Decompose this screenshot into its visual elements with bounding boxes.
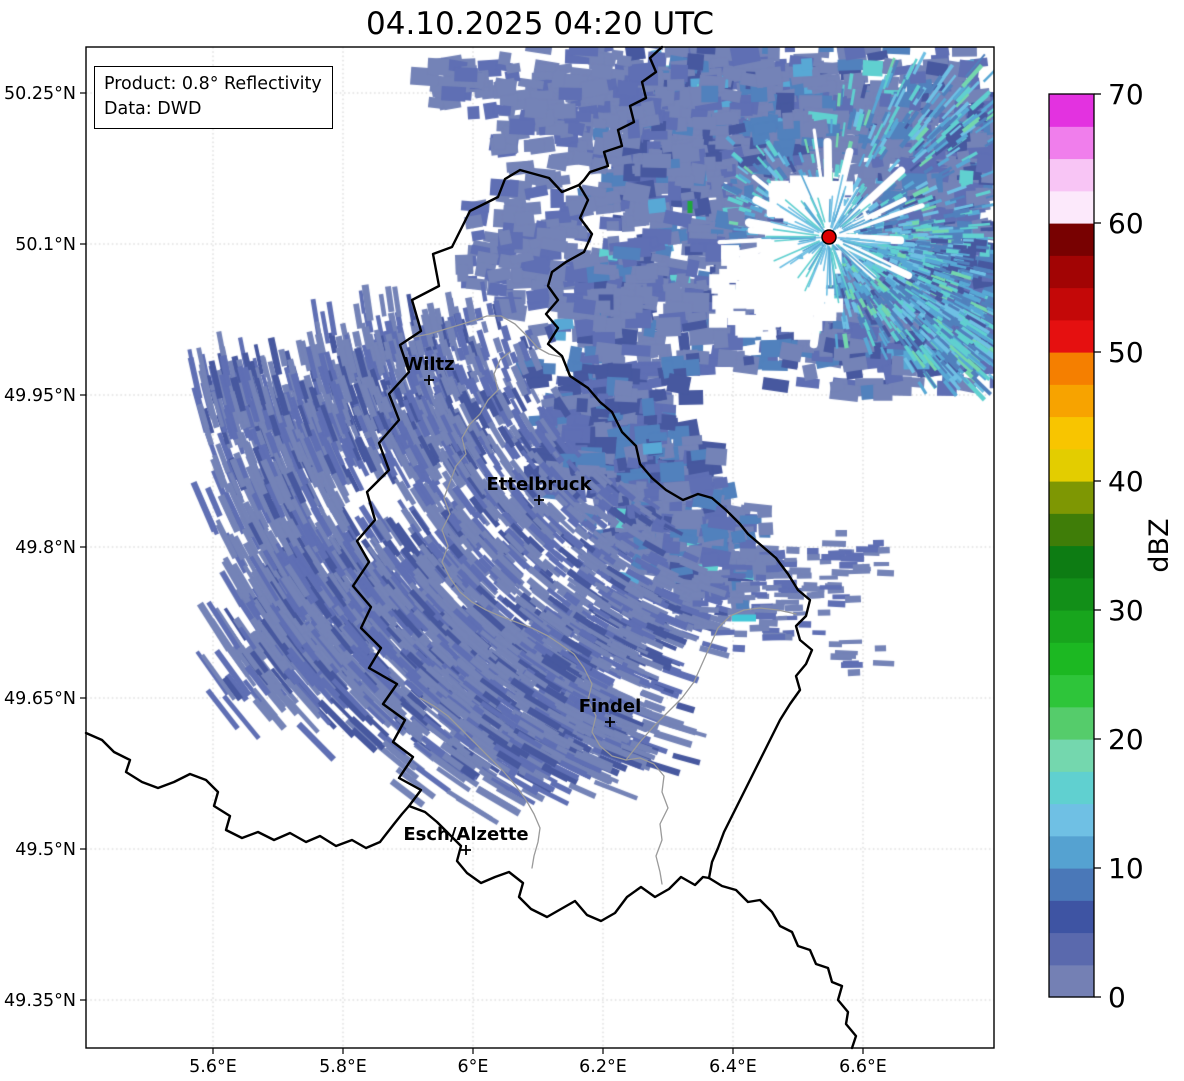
district-border-path bbox=[559, 643, 669, 885]
info-line-product: Product: 0.8° Reflectivity bbox=[104, 74, 322, 94]
colorbar-segment bbox=[1049, 287, 1094, 321]
axes-layer: 5.6°E 5.8°E 6°E 6.2°E 6.4°E 6.6°E 50.25°N 50.1°… bbox=[4, 46, 995, 1077]
colorbar-segment bbox=[1049, 674, 1094, 708]
y-axis-tick-label: 49.95°N bbox=[4, 386, 76, 406]
country-border-path bbox=[707, 876, 858, 1050]
colorbar-tick-label: 20 bbox=[1108, 723, 1144, 756]
city-label: Ettelbruck bbox=[486, 474, 592, 495]
colorbar-tick-label: 40 bbox=[1108, 465, 1144, 498]
colorbar-layer: 0 10 20 30 40 50 60 70 dBZ bbox=[1048, 78, 1175, 1014]
city-marker bbox=[605, 717, 615, 727]
country-border-path bbox=[544, 183, 814, 880]
colorbar-segment bbox=[1049, 706, 1094, 740]
y-axis-tick-label: 49.5°N bbox=[15, 840, 76, 860]
colorbar-tick-label: 60 bbox=[1108, 207, 1144, 240]
city-marker bbox=[424, 375, 434, 385]
colorbar-segment bbox=[1049, 158, 1094, 192]
radar-site-layer bbox=[821, 229, 837, 245]
colorbar-tick-label: 50 bbox=[1108, 336, 1144, 369]
city-marker bbox=[534, 495, 544, 505]
info-line-data: Data: DWD bbox=[104, 99, 202, 119]
country-border-path bbox=[84, 731, 411, 850]
colorbar-segment bbox=[1049, 94, 1094, 127]
y-axis-tick-label: 49.8°N bbox=[15, 538, 76, 558]
colorbar-segment bbox=[1049, 739, 1094, 772]
x-axis-tick-label: 5.6°E bbox=[189, 1057, 237, 1077]
colorbar-title: dBZ bbox=[1144, 518, 1175, 572]
colorbar-segment bbox=[1049, 964, 1094, 998]
city-label: Wiltz bbox=[403, 354, 454, 375]
colorbar-tick-label: 0 bbox=[1108, 981, 1126, 1014]
colorbar-segment bbox=[1049, 577, 1094, 611]
radar-site-dot bbox=[821, 229, 837, 245]
x-axis-tick-label: 6.4°E bbox=[709, 1057, 757, 1077]
colorbar-segment bbox=[1049, 610, 1094, 643]
colorbar-segment bbox=[1049, 416, 1094, 450]
plot-title: 04.10.2025 04:20 UTC bbox=[366, 6, 714, 42]
country-border-path bbox=[577, 45, 664, 187]
colorbar-segment bbox=[1049, 352, 1094, 385]
district-border-path bbox=[625, 607, 797, 761]
colorbar-segment bbox=[1049, 803, 1094, 837]
colorbar-tick-label: 30 bbox=[1108, 594, 1144, 627]
colorbar-segment bbox=[1049, 513, 1094, 547]
colorbar-segment bbox=[1049, 255, 1094, 289]
colorbar-tick-label: 10 bbox=[1108, 852, 1144, 885]
colorbar-segment bbox=[1049, 868, 1094, 901]
colorbar-segment bbox=[1049, 932, 1094, 966]
y-axis-tick-label: 50.1°N bbox=[15, 235, 76, 255]
city-label: Esch/Alzette bbox=[403, 824, 528, 845]
x-axis-tick-label: 6.2°E bbox=[579, 1057, 627, 1077]
colorbar-segment bbox=[1049, 642, 1094, 676]
colorbar-segment bbox=[1049, 481, 1094, 514]
district-border-path bbox=[408, 315, 562, 358]
country-border-path bbox=[407, 804, 711, 923]
city-marker bbox=[461, 845, 471, 855]
colorbar-outline bbox=[1048, 93, 1095, 998]
y-axis-tick-label: 49.65°N bbox=[4, 689, 76, 709]
district-border-path bbox=[419, 697, 541, 869]
colorbar-segment bbox=[1049, 900, 1094, 934]
y-axis-tick-label: 49.35°N bbox=[4, 991, 76, 1011]
city-layer: Wiltz Ettelbruck Findel Esch/Alzette bbox=[403, 354, 641, 855]
colorbar-segment bbox=[1049, 771, 1094, 805]
colorbar-segment bbox=[1049, 545, 1094, 579]
district-border-path bbox=[441, 351, 561, 645]
colorbar-segment bbox=[1049, 835, 1094, 869]
colorbar-segment bbox=[1049, 126, 1094, 160]
colorbar-segment bbox=[1049, 223, 1094, 256]
colorbar-segment bbox=[1049, 319, 1094, 353]
colorbar-segment bbox=[1049, 384, 1094, 418]
border-layer bbox=[84, 45, 858, 1050]
colorbar-segment bbox=[1049, 448, 1094, 482]
x-axis-tick-label: 6°E bbox=[458, 1057, 489, 1077]
map-frame bbox=[85, 46, 995, 1049]
x-axis-tick-label: 5.8°E bbox=[319, 1057, 367, 1077]
city-label: Findel bbox=[579, 696, 642, 717]
x-axis-tick-label: 6.6°E bbox=[839, 1057, 887, 1077]
colorbar-tick-label: 70 bbox=[1108, 78, 1144, 111]
y-axis-tick-label: 50.25°N bbox=[4, 84, 76, 104]
country-border-path bbox=[351, 168, 581, 808]
product-info-box: Product: 0.8° Reflectivity Data: DWD bbox=[94, 66, 333, 129]
colorbar-segment bbox=[1049, 190, 1094, 224]
